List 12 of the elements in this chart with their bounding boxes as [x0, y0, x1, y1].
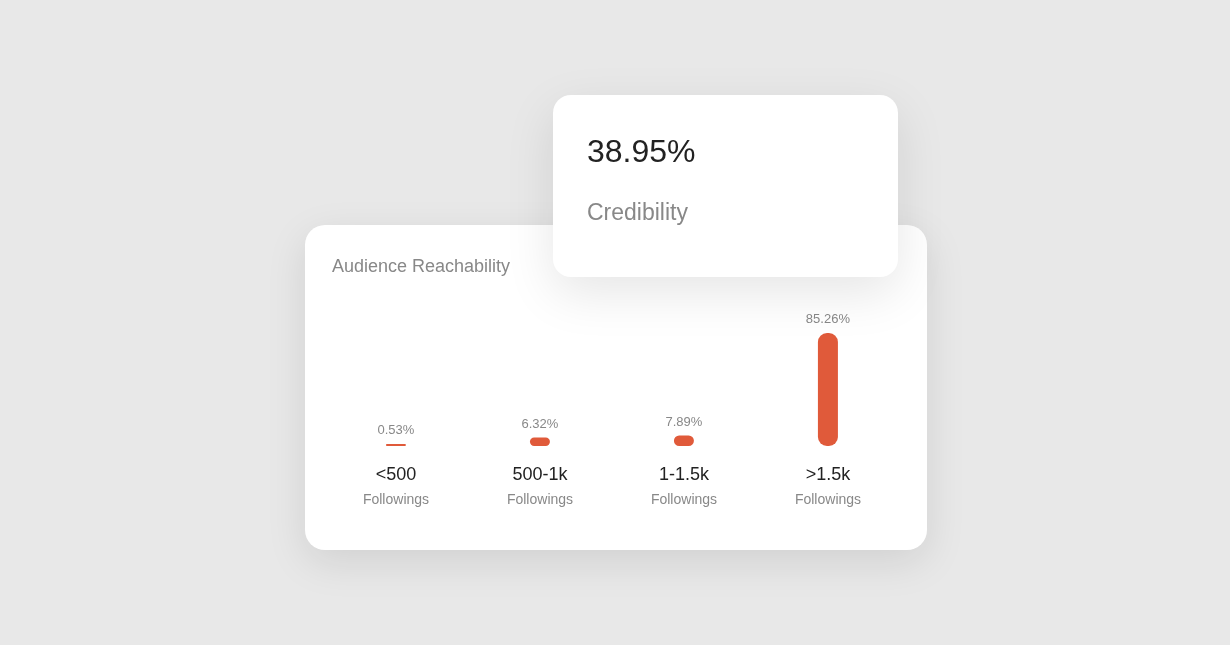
x-tick-label: 1-1.5k Followings [650, 464, 718, 507]
data-label: 85.26% [805, 311, 851, 326]
x-tick-label: <500 Followings [362, 464, 430, 507]
data-label: 0.53% [377, 422, 415, 437]
chart-title: Audience Reachability [332, 256, 511, 277]
bar [817, 333, 838, 446]
text: 38.95% [587, 133, 696, 170]
x-tick-label: >1.5k Followings [794, 464, 862, 507]
data-label: 7.89% [665, 413, 703, 429]
data-label: 6.32% [521, 415, 559, 431]
x-tick-label: 500-1k Followings [506, 464, 574, 507]
text: Credibility [587, 199, 688, 226]
